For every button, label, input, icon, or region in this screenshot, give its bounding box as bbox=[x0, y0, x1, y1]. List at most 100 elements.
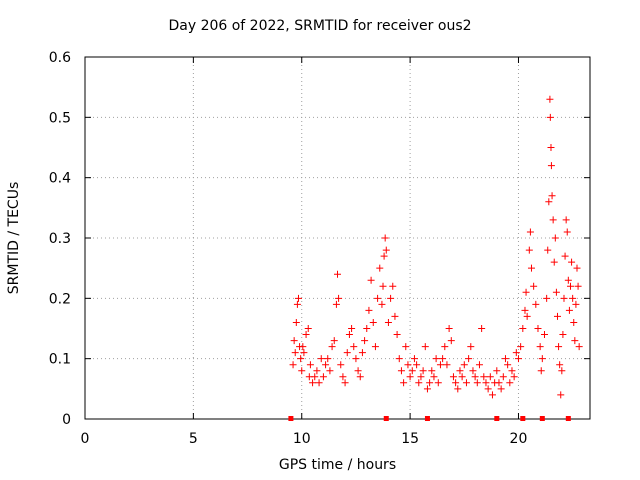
y-tick-label: 0.4 bbox=[49, 171, 71, 187]
data-point bbox=[495, 379, 503, 387]
x-axis-ticks: 0 5 10 15 20 bbox=[81, 57, 527, 447]
data-series-srmtid bbox=[289, 95, 583, 399]
data-point bbox=[292, 318, 300, 326]
data-point bbox=[575, 343, 583, 351]
data-point bbox=[510, 373, 518, 381]
data-point bbox=[562, 216, 570, 224]
data-point bbox=[397, 367, 405, 375]
data-point bbox=[430, 373, 438, 381]
data-point bbox=[322, 361, 330, 369]
data-point bbox=[334, 270, 341, 278]
x-axis-label: GPS time / hours bbox=[278, 457, 397, 473]
data-point bbox=[454, 385, 462, 393]
data-point bbox=[499, 373, 507, 381]
data-point bbox=[393, 331, 401, 339]
data-point bbox=[315, 379, 323, 387]
data-point bbox=[523, 312, 531, 320]
data-point bbox=[374, 294, 382, 302]
data-point bbox=[550, 258, 558, 266]
data-point bbox=[545, 198, 553, 206]
data-point bbox=[467, 343, 475, 351]
data-point bbox=[309, 379, 317, 387]
data-point bbox=[365, 306, 373, 314]
data-point bbox=[519, 325, 527, 332]
data-point bbox=[488, 391, 496, 399]
data-point bbox=[569, 294, 577, 302]
data-point bbox=[313, 367, 321, 375]
data-point bbox=[306, 361, 314, 369]
data-point bbox=[381, 234, 389, 242]
data-point bbox=[369, 318, 377, 326]
data-point bbox=[382, 246, 390, 254]
data-point bbox=[559, 331, 567, 339]
data-point bbox=[484, 385, 492, 393]
data-point bbox=[497, 385, 505, 393]
data-point bbox=[558, 367, 566, 375]
data-point bbox=[421, 343, 429, 351]
data-point bbox=[568, 258, 576, 266]
data-point bbox=[460, 361, 468, 369]
data-point bbox=[445, 325, 453, 332]
data-point bbox=[363, 325, 371, 332]
zero-marker bbox=[539, 416, 545, 421]
data-point bbox=[565, 306, 573, 314]
data-point bbox=[563, 228, 571, 236]
data-point bbox=[291, 349, 299, 357]
x-tick-label: 15 bbox=[401, 431, 419, 447]
data-point bbox=[297, 355, 305, 363]
data-point bbox=[517, 343, 525, 351]
data-point bbox=[378, 300, 386, 308]
data-point bbox=[572, 300, 580, 308]
data-point bbox=[317, 355, 325, 363]
y-axis-label: SRMTID / TECUs bbox=[6, 181, 22, 295]
data-point bbox=[330, 337, 338, 345]
data-point bbox=[335, 294, 343, 302]
data-point bbox=[415, 379, 423, 387]
data-point bbox=[304, 325, 312, 332]
data-point bbox=[300, 349, 308, 357]
data-point bbox=[289, 361, 297, 369]
y-tick-label: 0.2 bbox=[49, 291, 71, 307]
data-point bbox=[482, 379, 490, 387]
data-point bbox=[555, 343, 563, 351]
data-point bbox=[352, 355, 360, 363]
zero-marker bbox=[424, 416, 430, 421]
data-point bbox=[458, 373, 466, 381]
data-point bbox=[436, 361, 444, 369]
data-point bbox=[428, 367, 436, 375]
data-point bbox=[553, 312, 561, 320]
data-point bbox=[473, 379, 481, 387]
data-point bbox=[298, 367, 306, 375]
data-point bbox=[332, 300, 340, 308]
data-point bbox=[380, 252, 388, 260]
data-point bbox=[406, 373, 414, 381]
zero-marker bbox=[494, 416, 500, 421]
data-point bbox=[408, 367, 416, 375]
data-point bbox=[434, 379, 442, 387]
data-point bbox=[356, 373, 364, 381]
data-point bbox=[384, 318, 392, 326]
data-point bbox=[379, 282, 387, 290]
data-point bbox=[441, 343, 449, 351]
data-point bbox=[413, 361, 421, 369]
data-point bbox=[350, 343, 358, 351]
y-axis-ticks: 0 0.1 0.2 0.3 0.4 0.5 0.6 bbox=[49, 50, 590, 428]
data-point bbox=[293, 300, 301, 308]
data-point bbox=[532, 300, 540, 308]
data-point bbox=[556, 361, 564, 369]
data-point bbox=[506, 379, 514, 387]
data-point bbox=[337, 361, 345, 369]
data-point bbox=[546, 95, 554, 103]
data-point bbox=[538, 355, 546, 363]
data-point bbox=[419, 367, 427, 375]
data-point bbox=[439, 355, 447, 363]
data-point bbox=[423, 385, 431, 393]
data-point bbox=[552, 288, 560, 296]
data-point bbox=[469, 367, 477, 375]
chart-title: Day 206 of 2022, SRMTID for receiver ous… bbox=[168, 18, 472, 34]
data-point bbox=[534, 325, 542, 332]
data-point bbox=[521, 306, 529, 314]
data-point bbox=[537, 367, 545, 375]
y-tick-label: 0.6 bbox=[49, 50, 71, 66]
data-point bbox=[573, 264, 581, 272]
